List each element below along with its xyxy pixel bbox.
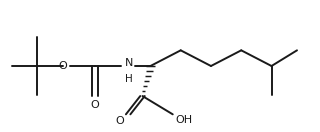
Text: O: O <box>116 116 124 126</box>
Text: H: H <box>125 74 133 84</box>
Text: OH: OH <box>175 115 192 125</box>
Text: N: N <box>125 58 133 68</box>
Text: O: O <box>59 61 67 71</box>
Text: O: O <box>90 100 99 110</box>
